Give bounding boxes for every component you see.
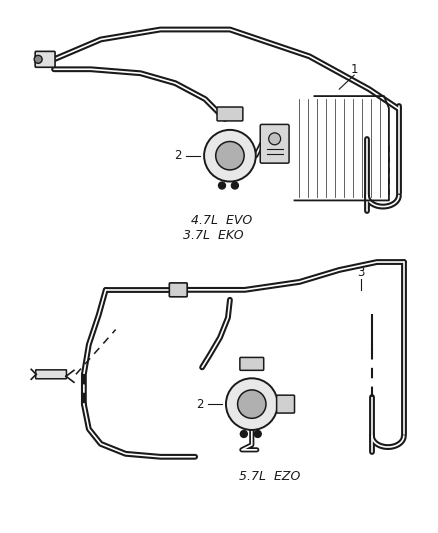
FancyBboxPatch shape	[35, 51, 55, 67]
FancyBboxPatch shape	[35, 370, 67, 379]
Circle shape	[231, 182, 238, 189]
Text: 2: 2	[174, 149, 182, 162]
Circle shape	[240, 431, 247, 438]
FancyBboxPatch shape	[217, 107, 243, 121]
Text: 4.7L  EVO: 4.7L EVO	[191, 214, 253, 227]
Circle shape	[34, 55, 42, 63]
Circle shape	[219, 182, 226, 189]
FancyBboxPatch shape	[277, 395, 294, 413]
Circle shape	[204, 130, 256, 182]
FancyBboxPatch shape	[260, 124, 289, 163]
Circle shape	[254, 431, 261, 438]
Text: 2: 2	[196, 398, 204, 410]
Text: 3.7L  EKO: 3.7L EKO	[183, 229, 244, 241]
Text: 3: 3	[357, 266, 365, 279]
Circle shape	[216, 141, 244, 170]
Text: 1: 1	[350, 63, 358, 76]
FancyBboxPatch shape	[240, 358, 264, 370]
Text: 5.7L  EZO: 5.7L EZO	[239, 470, 300, 483]
FancyBboxPatch shape	[170, 283, 187, 297]
Circle shape	[237, 390, 266, 418]
Circle shape	[268, 133, 281, 145]
Circle shape	[226, 378, 278, 430]
